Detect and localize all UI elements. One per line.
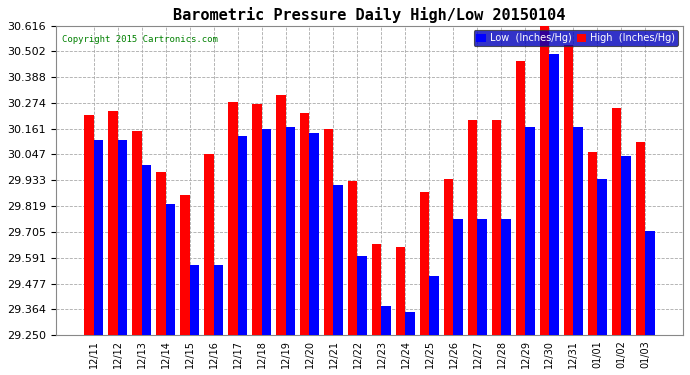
Bar — [277, 95, 286, 335]
Bar — [180, 195, 190, 335]
Text: Copyright 2015 Cartronics.com: Copyright 2015 Cartronics.com — [62, 35, 218, 44]
Bar — [310, 134, 319, 335]
Bar — [645, 231, 655, 335]
Bar — [516, 61, 526, 335]
Bar — [94, 140, 103, 335]
Bar — [373, 244, 382, 335]
Bar — [429, 276, 439, 335]
Bar — [141, 165, 150, 335]
Bar — [204, 154, 213, 335]
Bar — [549, 54, 559, 335]
Bar — [589, 152, 598, 335]
Bar — [300, 113, 310, 335]
Bar — [420, 192, 429, 335]
Bar — [612, 108, 622, 335]
Bar — [108, 111, 117, 335]
Bar — [526, 127, 535, 335]
Bar — [84, 115, 94, 335]
Bar — [444, 179, 453, 335]
Bar — [228, 102, 237, 335]
Bar — [117, 140, 127, 335]
Title: Barometric Pressure Daily High/Low 20150104: Barometric Pressure Daily High/Low 20150… — [173, 7, 566, 23]
Bar — [157, 172, 166, 335]
Bar — [132, 131, 141, 335]
Bar — [573, 127, 582, 335]
Bar — [636, 142, 645, 335]
Bar — [213, 265, 223, 335]
Bar — [622, 156, 631, 335]
Bar — [333, 186, 343, 335]
Bar — [237, 136, 246, 335]
Bar — [540, 25, 549, 335]
Bar — [598, 179, 607, 335]
Bar — [286, 127, 295, 335]
Bar — [477, 219, 486, 335]
Bar — [262, 129, 270, 335]
Bar — [406, 312, 415, 335]
Bar — [453, 219, 462, 335]
Bar — [166, 204, 175, 335]
Bar — [493, 120, 502, 335]
Bar — [564, 45, 573, 335]
Bar — [382, 306, 391, 335]
Bar — [190, 265, 199, 335]
Bar — [253, 104, 262, 335]
Legend: Low  (Inches/Hg), High  (Inches/Hg): Low (Inches/Hg), High (Inches/Hg) — [473, 30, 678, 46]
Bar — [502, 219, 511, 335]
Bar — [396, 247, 406, 335]
Bar — [357, 256, 366, 335]
Bar — [324, 129, 333, 335]
Bar — [469, 120, 477, 335]
Bar — [348, 181, 357, 335]
